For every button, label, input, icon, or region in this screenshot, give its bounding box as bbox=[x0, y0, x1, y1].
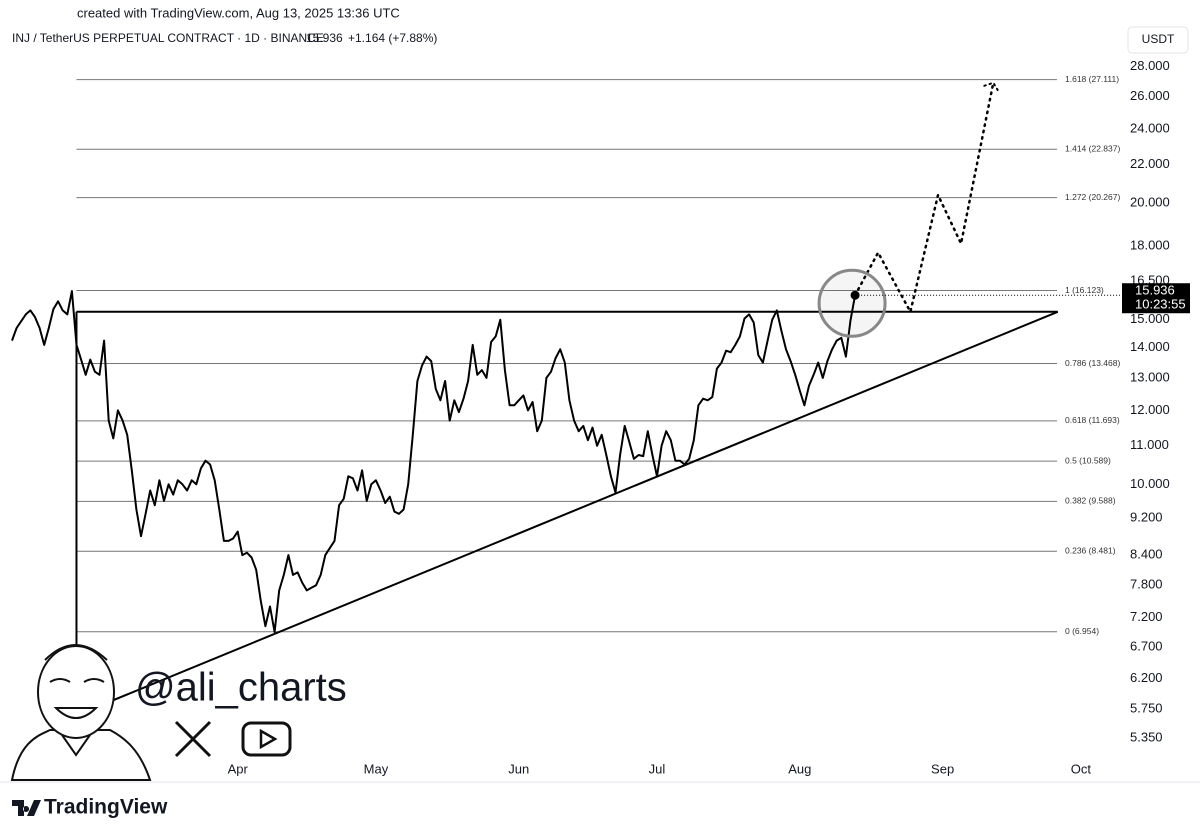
x-tick-label: Apr bbox=[228, 761, 249, 776]
y-tick-label: 12.000 bbox=[1130, 402, 1170, 417]
currency[interactable]: USDT bbox=[1142, 32, 1175, 46]
fib-label: 0.236 (8.481) bbox=[1065, 545, 1116, 555]
last-price-label: 15.936 bbox=[1135, 283, 1175, 298]
price-line bbox=[11, 290, 857, 633]
x-tick-label: Oct bbox=[1071, 761, 1092, 776]
x-tick-label: Jul bbox=[649, 761, 666, 776]
avatar bbox=[10, 644, 152, 781]
fib-label: 1.618 (27.111) bbox=[1065, 74, 1119, 84]
projection-line bbox=[853, 81, 995, 316]
y-tick-label: 14.000 bbox=[1130, 339, 1170, 354]
avatar-collar bbox=[61, 734, 91, 757]
countdown: 10:23:55 bbox=[1135, 297, 1186, 312]
brand: TradingView bbox=[44, 796, 168, 819]
fib-label: 0.5 (10.589) bbox=[1065, 455, 1111, 465]
chart-title: INJ / TetherUS PERPETUAL CONTRACT · 1D ·… bbox=[12, 31, 324, 45]
header-price: 15.936 bbox=[306, 31, 343, 45]
y-tick-label: 10.000 bbox=[1130, 476, 1170, 491]
brand-logo: TradingView bbox=[12, 796, 168, 819]
plot-layer: 5.350 5.750 6.200 6.700 7.200 7.800 8.400 9.200… bbox=[11, 58, 1190, 776]
fib-label: 0 (6.954) bbox=[1065, 626, 1099, 636]
last-price-box bbox=[1122, 283, 1190, 314]
youtube-frame bbox=[241, 721, 292, 757]
y-tick-label: 26.000 bbox=[1130, 88, 1170, 103]
highlight-ring bbox=[817, 268, 887, 338]
y-tick-label: 28.000 bbox=[1130, 58, 1170, 73]
y-tick-label: 7.800 bbox=[1130, 577, 1163, 592]
fib-label: 0.618 (11.693) bbox=[1065, 415, 1120, 425]
y-tick-label: 18.000 bbox=[1130, 237, 1170, 252]
x-tick-label: Aug bbox=[788, 761, 811, 776]
y-tick-label: 6.700 bbox=[1130, 638, 1163, 653]
x-tick-label: May bbox=[364, 761, 389, 776]
trendline bbox=[76, 310, 1059, 717]
watermark: @ali_charts bbox=[135, 666, 347, 710]
avatar-eyes bbox=[49, 678, 105, 683]
currency-box[interactable] bbox=[1127, 26, 1189, 54]
y-tick-label: 20.000 bbox=[1130, 194, 1170, 209]
y-tick-label: 24.000 bbox=[1130, 121, 1170, 136]
youtube-play bbox=[259, 728, 278, 750]
header-change: +1.164 (+7.88%) bbox=[348, 31, 437, 45]
y-tick-label: 5.350 bbox=[1130, 730, 1163, 745]
avatar-smile bbox=[53, 707, 99, 719]
projection-arrowhead bbox=[983, 81, 1001, 94]
y-tick-label: 8.400 bbox=[1130, 547, 1163, 562]
y-tick-label: 9.200 bbox=[1130, 510, 1163, 525]
youtube-icon bbox=[241, 721, 292, 757]
fib-label: 1.414 (22.837) bbox=[1065, 143, 1120, 153]
fib-label: 0.382 (9.588) bbox=[1065, 496, 1116, 506]
x-icon-glyph bbox=[174, 720, 212, 758]
avatar-head bbox=[37, 645, 115, 739]
y-tick-label: 6.200 bbox=[1130, 670, 1163, 685]
y-tick-label: 22.000 bbox=[1130, 156, 1170, 171]
y-tick-label: 7.200 bbox=[1130, 609, 1163, 624]
avatar-brow bbox=[44, 644, 108, 661]
y-tick-label: 13.000 bbox=[1130, 369, 1170, 384]
fib-label: 0.786 (13.468) bbox=[1065, 358, 1120, 368]
x-tick-label: Jun bbox=[508, 761, 529, 776]
x-icon bbox=[174, 720, 212, 758]
brand-mark bbox=[12, 800, 41, 816]
y-tick-label: 15.000 bbox=[1130, 311, 1170, 326]
avatar-shirt bbox=[10, 729, 152, 781]
fib-label: 1 (16.123) bbox=[1065, 285, 1104, 295]
fib-label: 1.272 (20.267) bbox=[1065, 192, 1120, 202]
x-tick-label: Sep bbox=[931, 761, 954, 776]
y-tick-label: 5.750 bbox=[1130, 700, 1163, 715]
y-tick-label: 11.000 bbox=[1130, 437, 1169, 452]
credit: created with TradingView.com, Aug 13, 20… bbox=[77, 5, 400, 20]
